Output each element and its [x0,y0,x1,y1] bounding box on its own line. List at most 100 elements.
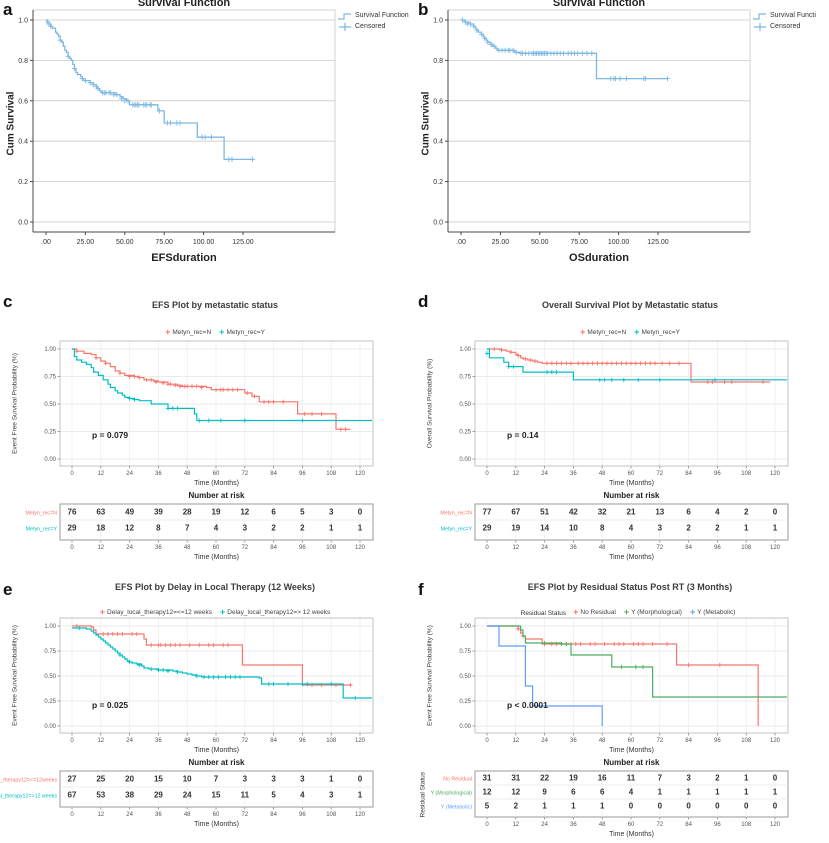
censor-mark [115,631,120,637]
survival-curve [72,625,351,686]
x-tick-label: 50.00 [531,239,549,246]
censor-mark [511,364,516,369]
x-tick-label: 24 [126,738,133,744]
censor-mark [57,37,63,43]
plus-icon [339,22,351,31]
censor-mark [242,418,247,423]
panel-title: Survival Function [552,0,646,9]
censor-mark [488,41,494,47]
risk-value: 13 [655,508,664,517]
y-tick-label: 0.8 [18,58,28,65]
risk-value: 22 [540,774,549,783]
risk-value: 2 [271,524,276,533]
censor-mark [614,361,619,366]
risk-table-frame [59,770,374,808]
risk-value: 10 [183,775,192,784]
censor-mark [187,642,192,648]
risk-value: 27 [68,775,77,784]
censor-mark [484,351,490,356]
x-tick-label: 125.00 [232,239,254,246]
censor-mark [643,361,648,366]
legend-label: Y (Metabolic) [697,608,736,616]
x-tick-label: 36 [570,545,577,551]
panel-d: d Overall Survival Plot by Metastatic st… [415,290,829,578]
risk-value: 1 [744,774,749,783]
censor-mark [467,21,474,27]
risk-value: 1 [773,524,778,533]
risk-value: 0 [358,508,363,517]
censor-mark [717,662,722,668]
risk-value: 77 [483,508,492,517]
y-tick-label: 1.00 [44,347,56,353]
risk-value: 5 [271,791,276,800]
risk-value: 2 [300,524,305,533]
survival-curve [461,19,668,80]
censor-mark [642,75,648,82]
legend-item: + Delay_local_therapy12=> 12 weeks [220,608,330,617]
censor-mark [261,399,267,404]
x-tick-label: 25.00 [77,239,95,246]
risk-table-frame [474,770,789,818]
censor-mark [271,681,276,687]
censor-mark [580,361,586,366]
risk-value: 49 [125,508,134,517]
x-tick-label: 60 [628,471,635,477]
x-tick-label: 36 [570,471,577,477]
p-value: p = 0.079 [92,430,129,440]
panel-b: b Survival Function Survival Functi Censo… [415,0,829,288]
risk-value: 2 [715,774,720,783]
x-tick-label: 96 [299,812,306,818]
plot-frame [474,340,789,467]
y-tick-label: 0.0 [433,220,443,227]
censor-mark [197,418,202,423]
step-line-icon [338,12,351,20]
survival-curve [46,19,253,161]
risk-row-label: Metyn_rec=Y [441,527,473,533]
y-tick-label: 0.4 [18,139,28,146]
risk-value: 0 [773,802,778,811]
risk-value: 53 [96,791,105,800]
censor-mark [211,642,216,648]
censor-mark [499,348,504,353]
censor-mark [621,641,626,647]
censor-mark [513,49,519,55]
censor-mark [211,674,216,680]
risk-value: 24 [183,791,192,800]
x-tick-label: 48 [599,471,606,477]
x-axis-title: Time (Months) [609,554,654,561]
censor-mark [559,361,564,366]
censor-mark [266,681,271,687]
y-axis-label: Overall Survival Probability (%) [426,358,434,449]
x-tick-label: 24 [126,812,133,818]
censor-mark [612,641,617,647]
p-value: p < 0.0001 [507,700,548,710]
legend-title: Residual Status [520,610,567,617]
risk-value: 1 [686,788,691,797]
censor-mark [623,75,630,82]
censor-mark [660,361,665,366]
x-axis-title: Time (Months) [194,480,239,487]
censor-mark [667,361,672,366]
risk-value: 1 [600,802,605,811]
y-axis-label: Event Free Survival Probability (%) [426,625,434,726]
x-tick-label: 84 [685,822,692,828]
risk-value: 3 [243,775,248,784]
censor-mark [167,120,174,126]
risk-value: 38 [125,791,134,800]
risk-value: 3 [686,774,691,783]
x-tick-label: 24 [541,738,548,744]
x-tick-label: 0 [485,471,489,477]
censor-mark [228,674,233,680]
x-tick-label: 120 [770,545,781,551]
x-tick-label: 36 [155,738,162,744]
risk-value: 12 [511,788,520,797]
x-tick-label: 108 [326,738,337,744]
censor-mark [213,387,219,392]
panel-title: Overall Survival Plot by Metastatic stat… [541,300,719,310]
x-tick-label: 0 [70,471,74,477]
censor-mark [588,641,593,647]
y-tick-label: 0.00 [459,724,471,730]
censor-mark [144,377,149,382]
panel-title: EFS Plot by metastatic status [151,300,279,310]
